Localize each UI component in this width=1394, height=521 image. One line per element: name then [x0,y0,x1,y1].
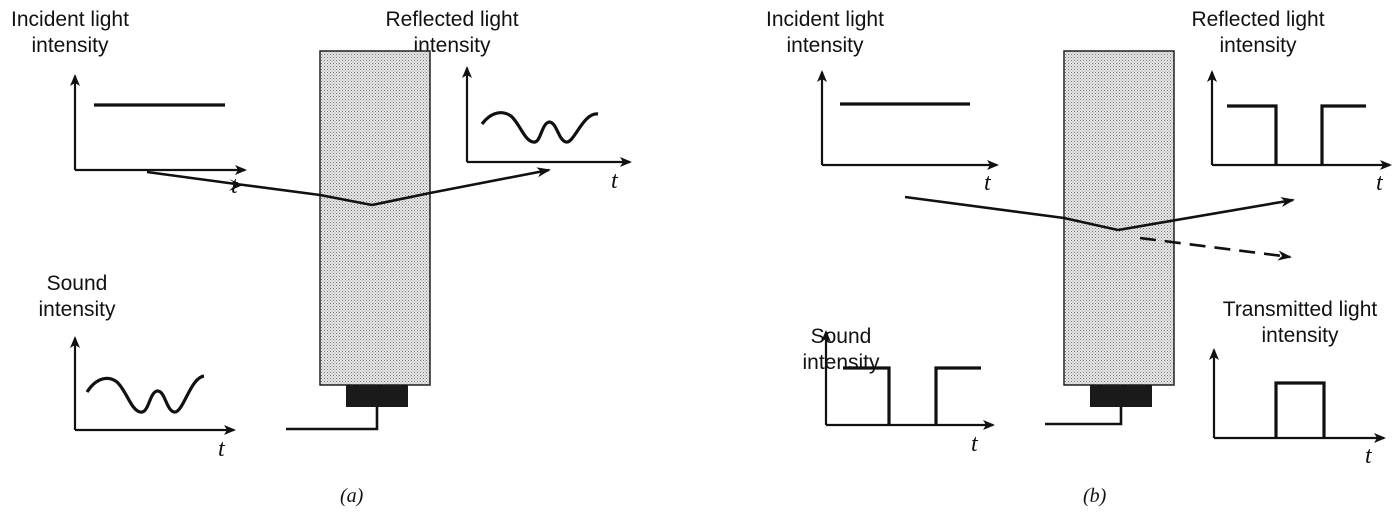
incident-label-line2-b: intensity [786,34,864,57]
reflected-label-line1-a: Reflected light [385,8,518,31]
transducer-a [346,385,408,407]
transmitted-pulse-b [1274,381,1326,438]
transducer-b [1090,385,1152,407]
reflected-label-line2-a: intensity [413,34,491,57]
caption-b: (b) [1083,485,1107,507]
incident-label-line2-a: intensity [31,34,109,57]
reflected-light-graph-a: Reflected light intensity t [385,8,632,194]
sound-t-label-b: t [971,431,979,457]
reflected-light-graph-b: Reflected light intensity t [1191,8,1392,196]
sound-graph-a: Sound intensity t [38,272,236,462]
transducer-wire-b [1045,407,1123,426]
sound-label-line1-b: Sound [811,325,872,348]
panel-a: Incident light intensity t Reflected lig… [11,8,632,507]
sound-label-line1-a: Sound [47,272,108,295]
sound-wave-a [85,374,205,414]
reflected-label-line1-b: Reflected light [1191,8,1324,31]
sound-graph-b: Sound intensity t [802,325,995,457]
incident-label-line1-b: Incident light [766,8,884,31]
incident-label-line1-a: Incident light [11,8,129,31]
reflected-modulated-wave-a [480,111,599,144]
panel-b: Incident light intensity t Reflected lig… [766,8,1392,507]
transmitted-t-label-b: t [1365,443,1373,469]
sound-label-line2-b: intensity [802,351,880,374]
reflected-t-label-b: t [1376,170,1384,196]
sound-square-wave-b [843,366,981,425]
incident-t-label-b: t [984,170,992,196]
reflected-square-wave-b [1227,104,1366,165]
transmitted-label-line1-b: Transmitted light [1223,298,1378,321]
reflected-label-line2-b: intensity [1219,34,1297,57]
incident-light-graph-b: Incident light intensity t [766,8,999,196]
transducer-wire-a [286,407,379,431]
refracted-ray-out-a [371,191,431,207]
refracted-ray-in-b [1063,216,1119,232]
reflected-t-label-a: t [611,168,619,194]
incident-light-graph-a: Incident light intensity t [11,8,247,199]
refracted-ray-in-a [319,193,373,207]
incident-ray-to-block-a [235,182,321,197]
transmitted-ray-dashed-b [1139,236,1292,261]
reflected-ray-b [1117,197,1295,232]
reflected-ray-a [429,167,551,195]
transmitted-label-line2-b: intensity [1261,324,1339,347]
acousto-optic-medium-a [319,50,431,386]
sound-label-line2-a: intensity [38,298,116,321]
caption-a: (a) [340,485,364,507]
transmitted-light-graph-b: Transmitted light intensity t [1209,298,1386,469]
incident-ray-outside-a [146,170,237,186]
incident-ray-b [904,195,1065,220]
acousto-optic-medium-b [1063,50,1175,386]
sound-t-label-a: t [218,436,226,462]
